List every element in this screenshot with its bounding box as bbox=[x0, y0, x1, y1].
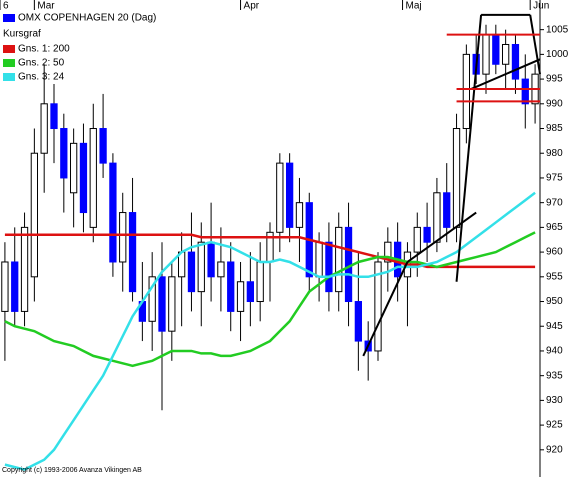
legend-swatch bbox=[3, 73, 15, 81]
candle-body bbox=[187, 251, 196, 293]
x-tick-label: Apr bbox=[244, 1, 260, 12]
candle-body bbox=[492, 34, 500, 65]
candle-body bbox=[482, 34, 490, 75]
candle-body bbox=[50, 103, 58, 130]
candle-body bbox=[30, 152, 39, 278]
candle-body bbox=[197, 241, 205, 293]
y-tick-label: 980 bbox=[546, 148, 563, 159]
y-tick-label: 1000 bbox=[546, 49, 569, 60]
candle-body bbox=[79, 142, 88, 214]
candle-body bbox=[69, 142, 78, 194]
x-tick-label: Maj bbox=[406, 1, 422, 12]
candle-body bbox=[20, 226, 29, 312]
candle-body bbox=[354, 301, 363, 342]
candle-body bbox=[89, 128, 97, 228]
y-tick-label: 920 bbox=[546, 444, 563, 455]
candle-body bbox=[452, 128, 461, 228]
candle-body bbox=[462, 53, 471, 130]
candle-body bbox=[374, 261, 382, 352]
drawn-line bbox=[455, 14, 483, 282]
legend-label: Gns. 2: 50 bbox=[18, 58, 65, 69]
candle-body bbox=[227, 261, 235, 312]
y-tick-label: 960 bbox=[546, 247, 563, 258]
y-tick-label: 930 bbox=[546, 395, 563, 406]
legend-swatch bbox=[3, 45, 15, 53]
y-tick-label: 975 bbox=[546, 173, 563, 184]
candle-body bbox=[168, 276, 176, 332]
candle-body bbox=[109, 162, 117, 263]
x-tick-label: 6 bbox=[3, 1, 9, 12]
candle-body bbox=[148, 276, 156, 322]
candle-body bbox=[207, 241, 215, 278]
x-tick-label: Jun bbox=[533, 1, 549, 12]
moving-average-line bbox=[4, 191, 536, 471]
x-tick-label: Mar bbox=[37, 1, 55, 12]
drawn-line bbox=[470, 58, 541, 90]
legend-title: OMX COPENHAGEN 20 (Dag) bbox=[18, 13, 156, 24]
candle-body bbox=[119, 212, 127, 263]
candle-body bbox=[384, 241, 392, 263]
candle-body bbox=[285, 162, 294, 228]
moving-average-line bbox=[4, 233, 536, 269]
moving-average-line bbox=[4, 231, 536, 368]
candle-body bbox=[236, 281, 245, 312]
candle-body bbox=[511, 43, 520, 80]
drawn-line bbox=[362, 261, 409, 357]
y-tick-label: 965 bbox=[546, 222, 563, 233]
candle-body bbox=[521, 78, 529, 105]
candle-body bbox=[217, 261, 225, 278]
candle-body bbox=[1, 261, 9, 312]
legend-swatch bbox=[3, 59, 15, 67]
legend-header: Kursgraf bbox=[3, 29, 41, 40]
candle-body bbox=[413, 226, 421, 253]
legend-label: Gns. 1: 200 bbox=[18, 44, 70, 55]
candle-body bbox=[60, 128, 68, 179]
y-tick-label: 985 bbox=[546, 123, 563, 134]
candle-body bbox=[443, 192, 451, 228]
legend-swatch bbox=[3, 14, 15, 22]
legend-label: Gns. 3: 24 bbox=[18, 72, 65, 83]
candle-body bbox=[501, 43, 510, 65]
candle-body bbox=[276, 162, 284, 233]
candle-body bbox=[246, 281, 255, 303]
y-tick-label: 940 bbox=[546, 346, 563, 357]
candle-body bbox=[256, 261, 264, 303]
y-tick-label: 970 bbox=[546, 197, 563, 208]
candle-body bbox=[158, 276, 166, 332]
y-tick-label: 1005 bbox=[546, 24, 569, 35]
candle-body bbox=[99, 128, 107, 164]
y-tick-label: 935 bbox=[546, 370, 563, 381]
drawn-line bbox=[406, 211, 477, 263]
y-tick-label: 950 bbox=[546, 296, 563, 307]
candle-body bbox=[11, 261, 19, 312]
candle-body bbox=[40, 103, 48, 154]
candle-body bbox=[423, 226, 431, 243]
copyright: Copyright (c) 1993-2006 Avanza Vikingen … bbox=[2, 467, 142, 474]
y-tick-label: 995 bbox=[546, 74, 563, 85]
y-tick-label: 925 bbox=[546, 420, 563, 431]
candle-body bbox=[128, 212, 137, 293]
y-tick-label: 990 bbox=[546, 98, 563, 109]
candle-body bbox=[315, 241, 323, 278]
y-tick-label: 955 bbox=[546, 271, 563, 282]
candle-body bbox=[433, 192, 441, 243]
candle-body bbox=[295, 202, 304, 228]
y-tick-label: 945 bbox=[546, 321, 563, 332]
candle-body bbox=[325, 241, 333, 293]
drawn-line bbox=[529, 14, 541, 75]
candle-body bbox=[335, 226, 343, 293]
